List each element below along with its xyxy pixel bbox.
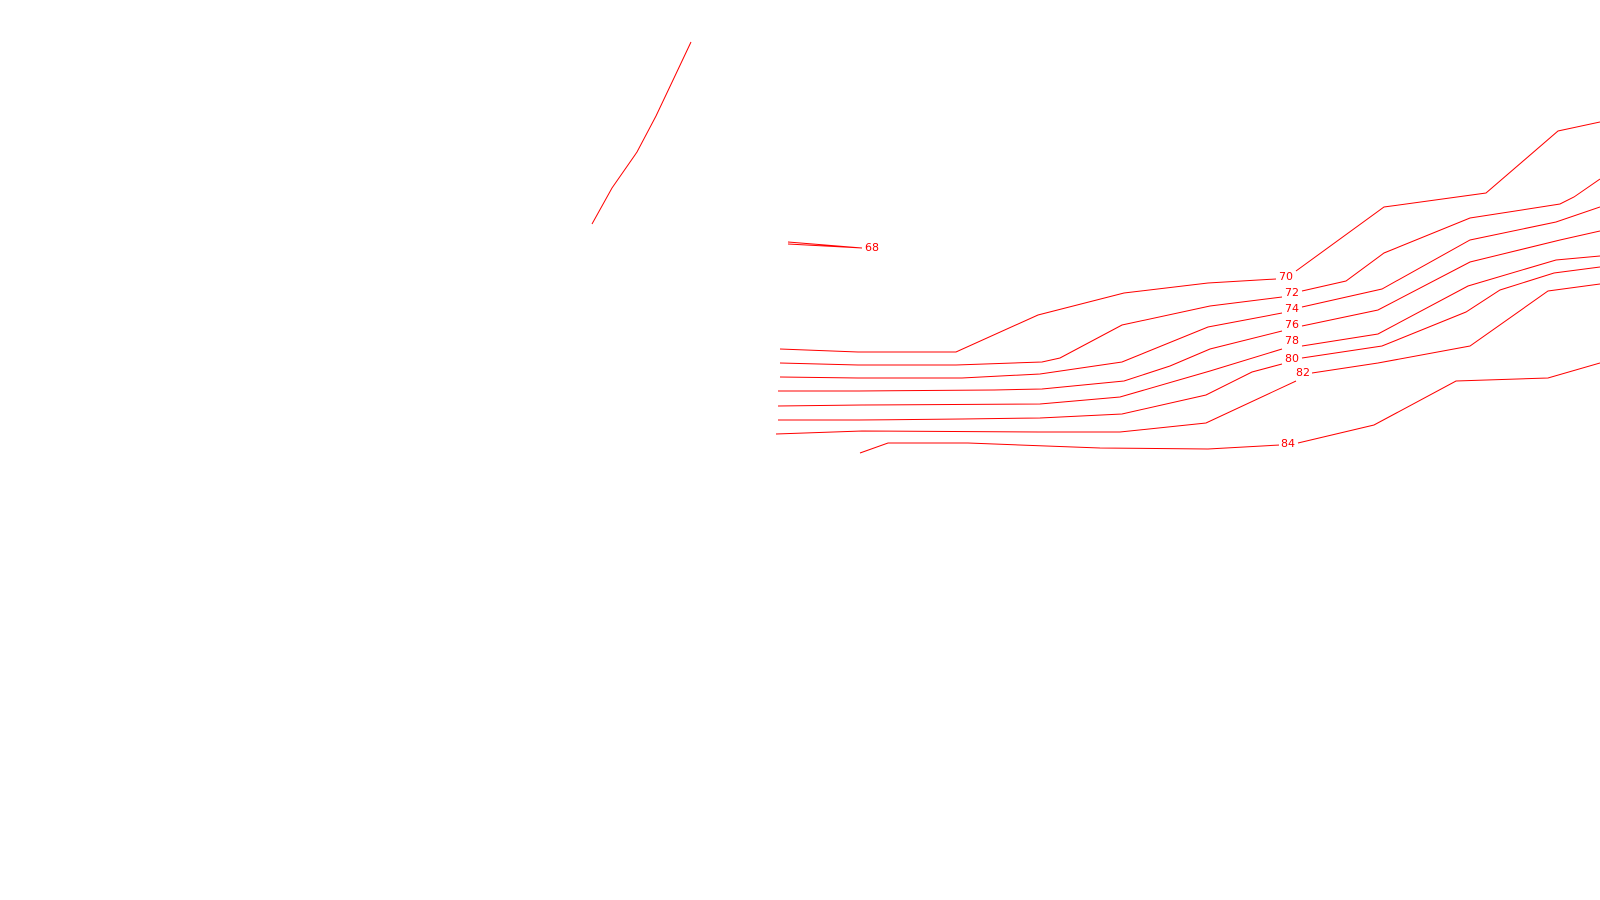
contour-line-80 — [778, 363, 1283, 421]
contour-line-74 — [779, 312, 1283, 379]
contour-label-80: 80 — [1285, 352, 1299, 365]
contour-label-84: 84 — [1281, 437, 1295, 450]
contour-line-76 — [778, 330, 1283, 392]
label-bg-78 — [1283, 334, 1301, 348]
contour-line-84 — [1297, 362, 1600, 444]
contour-line-82 — [775, 380, 1297, 435]
contour-label-76: 76 — [1285, 318, 1299, 331]
contour-label-68: 68 — [865, 241, 879, 254]
contour-line-72 — [1301, 178, 1600, 292]
contour-label-82: 82 — [1296, 366, 1310, 379]
contour-line-74 — [1301, 206, 1600, 308]
contour-line-78 — [777, 348, 1283, 407]
label-bg-70 — [1277, 270, 1295, 284]
label-bg-72 — [1283, 286, 1301, 300]
contour-label-72: 72 — [1285, 286, 1299, 299]
label-bg-80 — [1283, 352, 1301, 366]
contour-line-84 — [859, 442, 1281, 454]
contour-line-68 — [787, 241, 863, 249]
contour-line-78 — [1301, 255, 1600, 347]
contour-line-72 — [779, 296, 1283, 366]
label-bg-74 — [1283, 302, 1301, 316]
contour-line-unlabeled — [591, 41, 692, 225]
contour-label-74: 74 — [1285, 302, 1299, 315]
contour-label-70: 70 — [1279, 270, 1293, 283]
contour-line-80 — [1301, 266, 1600, 359]
contour-line-70 — [1295, 121, 1600, 272]
contour-label-78: 78 — [1285, 334, 1299, 347]
contour-line-70 — [779, 278, 1277, 353]
label-bg-84 — [1279, 437, 1297, 451]
label-bg-82 — [1294, 366, 1312, 380]
contour-line-82 — [1311, 283, 1600, 374]
label-bg-76 — [1283, 318, 1301, 332]
contour-line-76 — [1301, 230, 1600, 327]
